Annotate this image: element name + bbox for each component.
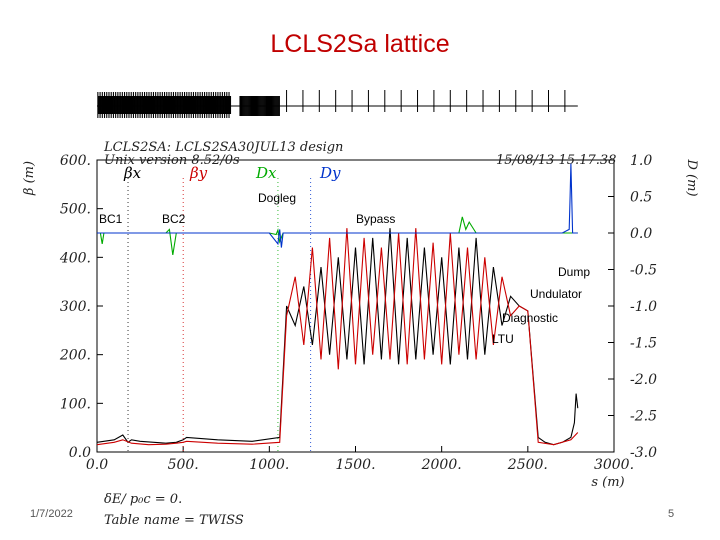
x-tick-label: 0.0 xyxy=(86,457,108,473)
y-right-tick-label: -3.0 xyxy=(630,445,657,461)
page-number: 5 xyxy=(668,508,675,520)
series-y-line xyxy=(96,228,579,446)
y-left-axis-label: β (m) xyxy=(22,161,37,196)
footer-date: 1/7/2022 xyxy=(30,508,73,520)
y-right-tick-label: -1.5 xyxy=(630,336,657,352)
annotation-dump: Dump xyxy=(558,265,590,279)
annotation-bc2: BC2 xyxy=(162,212,186,226)
y-left-tick-label: 300. xyxy=(60,299,91,315)
y-right-tick-label: -2.5 xyxy=(630,409,657,425)
plot-footer-line1: δE/ p₀c = 0. xyxy=(104,492,182,507)
legend-entry: Dx xyxy=(255,164,277,182)
plot-header-line2: Unix version 8.52/0s xyxy=(104,153,240,168)
annotation-undulator: Undulator xyxy=(530,287,582,301)
x-tick-label: 1000. xyxy=(249,457,289,473)
y-left-tick-label: 200. xyxy=(59,348,91,364)
plot-timestamp: 15/08/13 15.17.38 xyxy=(496,153,616,168)
x-axis-label: s (m) xyxy=(591,475,624,490)
y-left-tick-label: 100. xyxy=(60,396,91,412)
annotation-diagnostic: Diagnostic xyxy=(502,311,558,325)
y-right-tick-label: 1.0 xyxy=(630,153,652,169)
annotation-bc1: BC1 xyxy=(99,212,123,226)
y-right-tick-label: 0.0 xyxy=(630,226,652,242)
annotation-bypass: Bypass xyxy=(356,212,395,226)
slide-title: LCLS2Sa lattice xyxy=(270,30,450,58)
y-right-tick-label: -0.5 xyxy=(630,263,657,279)
plot-frame xyxy=(96,159,615,453)
x-tick-label: 3000. xyxy=(594,457,634,473)
series-Dy-line xyxy=(97,163,578,248)
annotation-dogleg: Dogleg xyxy=(258,191,296,205)
y-left-tick-label: 0.0 xyxy=(69,445,91,461)
x-tick-label: 1500. xyxy=(335,457,375,473)
y-right-tick-label: -2.0 xyxy=(630,372,657,388)
y-left-tick-label: 600. xyxy=(60,153,91,169)
legend-entry: βy xyxy=(189,164,208,182)
y-left-tick-label: 500. xyxy=(60,202,91,218)
y-right-tick-label: -1.0 xyxy=(630,299,657,315)
x-tick-label: 2000. xyxy=(421,457,462,473)
x-tick-label: 500. xyxy=(168,457,199,473)
legend-entry: βx xyxy=(123,164,142,182)
plot-footer-line2: Table name = TWISS xyxy=(104,513,244,528)
plot-header-line1: LCLS2SA: LCLS2SA30JUL13 design xyxy=(103,140,343,155)
y-right-tick-label: 0.5 xyxy=(630,190,652,206)
y-left-tick-label: 400. xyxy=(59,250,91,266)
annotation-ltu: LTU xyxy=(492,332,514,346)
y-right-axis-label: D (m) xyxy=(684,158,699,196)
legend-entry: Dy xyxy=(319,164,341,182)
x-tick-label: 2500. xyxy=(507,457,548,473)
